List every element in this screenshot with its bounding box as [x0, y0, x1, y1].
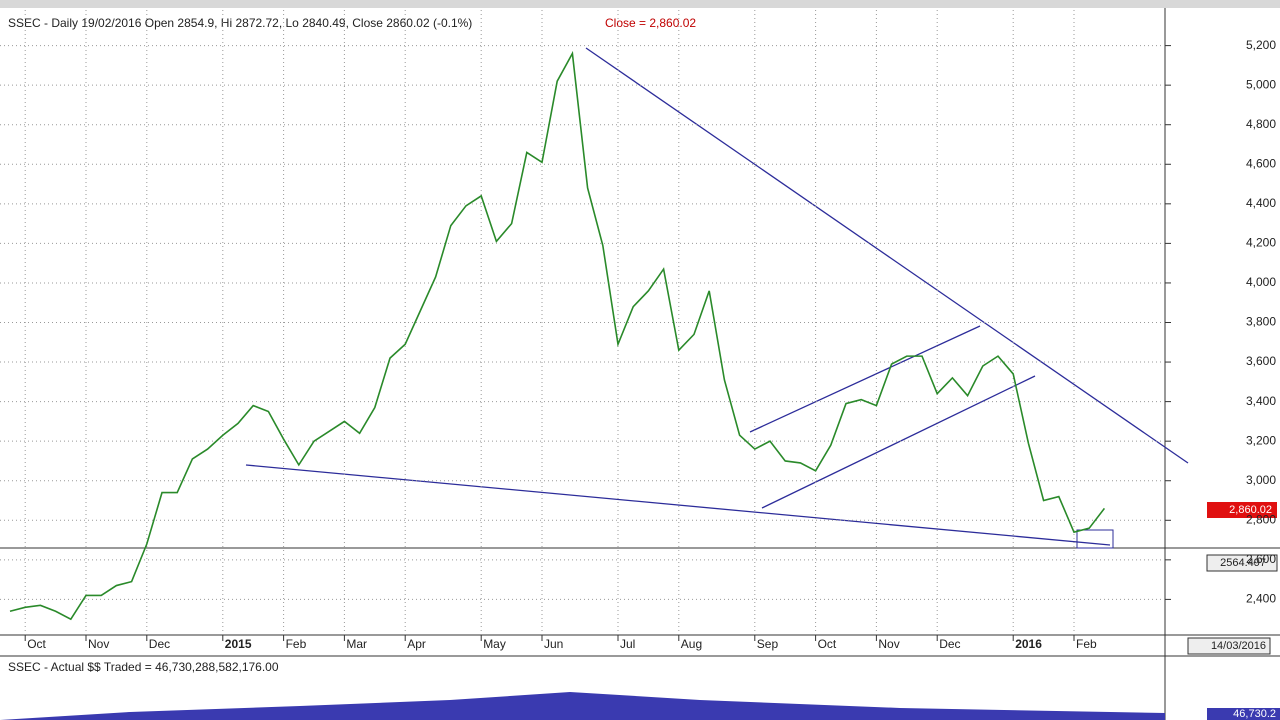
y-tick-label: 4,000: [1246, 275, 1276, 289]
last-price-box: [1207, 502, 1277, 518]
y-tick-label: 4,200: [1246, 236, 1276, 250]
y-tick-label: 3,000: [1246, 473, 1276, 487]
trendline: [585, 47, 1189, 464]
x-tick-label: 2016: [1015, 637, 1042, 651]
toolbar: [0, 0, 1280, 8]
chart-title: SSEC - Daily 19/02/2016 Open 2854.9, Hi …: [8, 16, 472, 30]
close-label: Close = 2,860.02: [605, 16, 696, 30]
volume-axis-label: 46,730.2: [1233, 708, 1276, 720]
x-tick-label: Dec: [939, 637, 960, 651]
x-tick-label: 2015: [225, 637, 252, 651]
trendline: [761, 375, 1036, 509]
last-price-label: 2,860.02: [1229, 504, 1272, 516]
x-tick-label: May: [483, 637, 506, 651]
y-tick-label: 2,800: [1246, 512, 1276, 526]
y-tick-label: 4,800: [1246, 117, 1276, 131]
x-tick-label: Nov: [878, 637, 899, 651]
trendline: [245, 464, 1111, 546]
y-tick-label: 4,400: [1246, 196, 1276, 210]
selection-box: [1076, 529, 1114, 549]
x-tick-label: Feb: [1076, 637, 1097, 651]
x-tick-label: Jul: [620, 637, 635, 651]
y-tick-label: 3,800: [1246, 315, 1276, 329]
price-line: [9, 50, 1106, 621]
x-tick-label: Oct: [27, 637, 46, 651]
x-tick-label: Aug: [681, 637, 702, 651]
y-tick-label: 5,200: [1246, 38, 1276, 52]
cursor-date-label: 14/03/2016: [1211, 640, 1266, 652]
y-tick-label: 4,600: [1246, 156, 1276, 170]
volume-area: [0, 692, 1165, 720]
x-tick-label: Jun: [544, 637, 563, 651]
y-tick-label: 3,600: [1246, 354, 1276, 368]
background: [0, 8, 1280, 720]
x-tick-label: Dec: [149, 637, 170, 651]
y-tick-label: 3,200: [1246, 433, 1276, 447]
x-tick-label: Feb: [286, 637, 307, 651]
y-tick-label: 5,000: [1246, 77, 1276, 91]
volume-axis-box: [1207, 708, 1280, 720]
x-tick-label: Mar: [346, 637, 367, 651]
y-tick-label: 2,400: [1246, 592, 1276, 606]
trendline: [749, 325, 981, 433]
volume-title: SSEC - Actual $$ Traded = 46,730,288,582…: [8, 660, 279, 674]
cursor-price-box: [1206, 554, 1278, 572]
x-tick-label: Sep: [757, 637, 779, 651]
cursor-date-box: [1187, 637, 1271, 655]
y-tick-label: 3,400: [1246, 394, 1276, 408]
cursor-price-label: 2564.497: [1220, 557, 1266, 569]
x-tick-label: Nov: [88, 637, 109, 651]
x-tick-label: Apr: [407, 637, 426, 651]
x-tick-label: Oct: [818, 637, 837, 651]
y-tick-label: 2,600: [1246, 552, 1276, 566]
